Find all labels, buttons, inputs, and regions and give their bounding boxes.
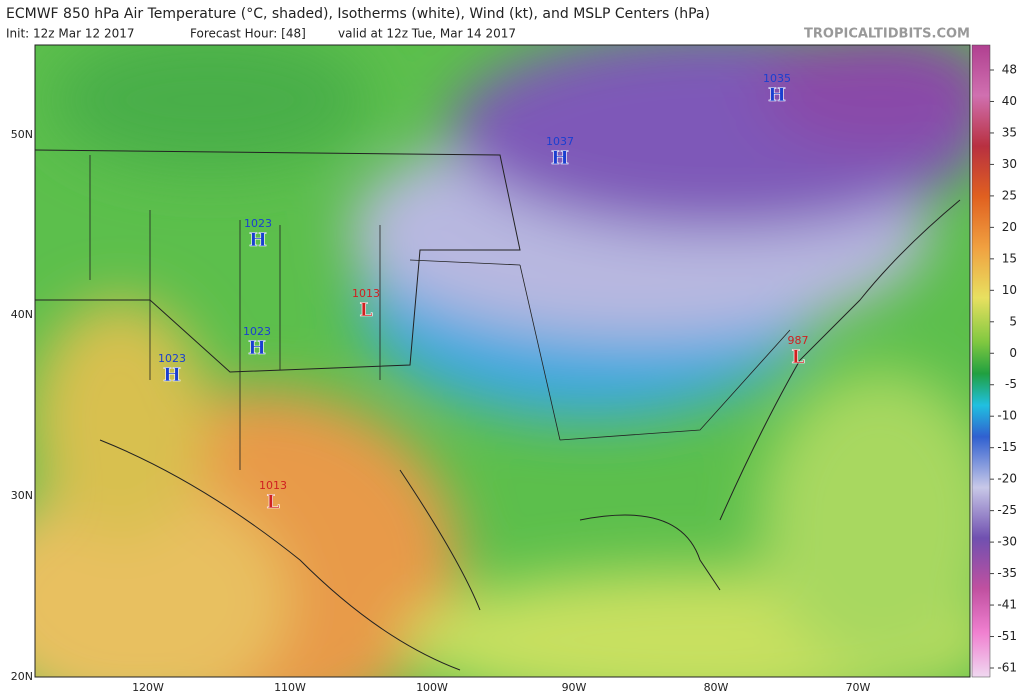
valid-time: valid at 12z Tue, Mar 14 2017 [338,27,516,41]
colorbar-label: 30 [1002,157,1017,171]
colorbar [971,44,991,678]
site-name: TROPICALTIDBITS.COM [804,27,970,42]
pressure-value: 1013 [259,479,287,492]
latitude-label: 30N [11,489,33,502]
colorbar-label: 10 [1002,283,1017,297]
pressure-center-letter: H [768,84,786,106]
pressure-value: 1023 [243,325,271,338]
longitude-label: 120W [132,681,164,694]
colorbar-label: -20 [997,472,1017,486]
colorbar-label: -30 [997,535,1017,549]
colorbar-label: 48 [1002,63,1017,77]
init-time: Init: 12z Mar 12 2017 [6,27,135,41]
title: ECMWF 850 hPa Air Temperature (°C, shade… [6,6,710,22]
temperature-field [35,45,970,677]
latitude-label: 20N [11,670,33,683]
colorbar-label: -41 [997,598,1017,612]
longitude-label: 90W [562,681,587,694]
colorbar-label: 20 [1002,220,1017,234]
pressure-center-letter: H [248,337,266,359]
colorbar-label: 15 [1002,251,1017,265]
pressure-value: 1013 [352,287,380,300]
colorbar-label: -5 [1005,377,1017,391]
colorbar-label: -25 [997,503,1017,517]
pressure-value: 987 [788,334,809,347]
pressure-center-letter: L [359,299,372,321]
pressure-value: 1035 [763,72,791,85]
pressure-value: 1037 [546,135,574,148]
forecast-hour: Forecast Hour: [48] [190,27,306,41]
colorbar-label: -15 [997,440,1017,454]
pressure-center-letter: H [163,364,181,386]
map-frame [34,44,971,678]
pressure-value: 1023 [244,217,272,230]
colorbar-label: -35 [997,566,1017,580]
colorbar-label: 35 [1002,125,1017,139]
colorbar-label: 0 [1009,346,1017,360]
longitude-label: 80W [704,681,729,694]
longitude-label: 110W [274,681,306,694]
pressure-value: 1023 [158,352,186,365]
pressure-center-letter: L [791,346,804,368]
pressure-center-letter: H [249,229,267,251]
colorbar-label: 5 [1009,314,1017,328]
pressure-center-letter: L [266,491,279,513]
colorbar-label: -61 [997,661,1017,675]
pressure-center-letter: H [551,147,569,169]
latitude-label: 50N [11,128,33,141]
longitude-label: 70W [846,681,871,694]
colorbar-label: 25 [1002,188,1017,202]
colorbar-label: 40 [1002,94,1017,108]
longitude-label: 100W [416,681,448,694]
colorbar-label: -10 [997,409,1017,423]
colorbar-label: -51 [997,629,1017,643]
latitude-label: 40N [11,308,33,321]
